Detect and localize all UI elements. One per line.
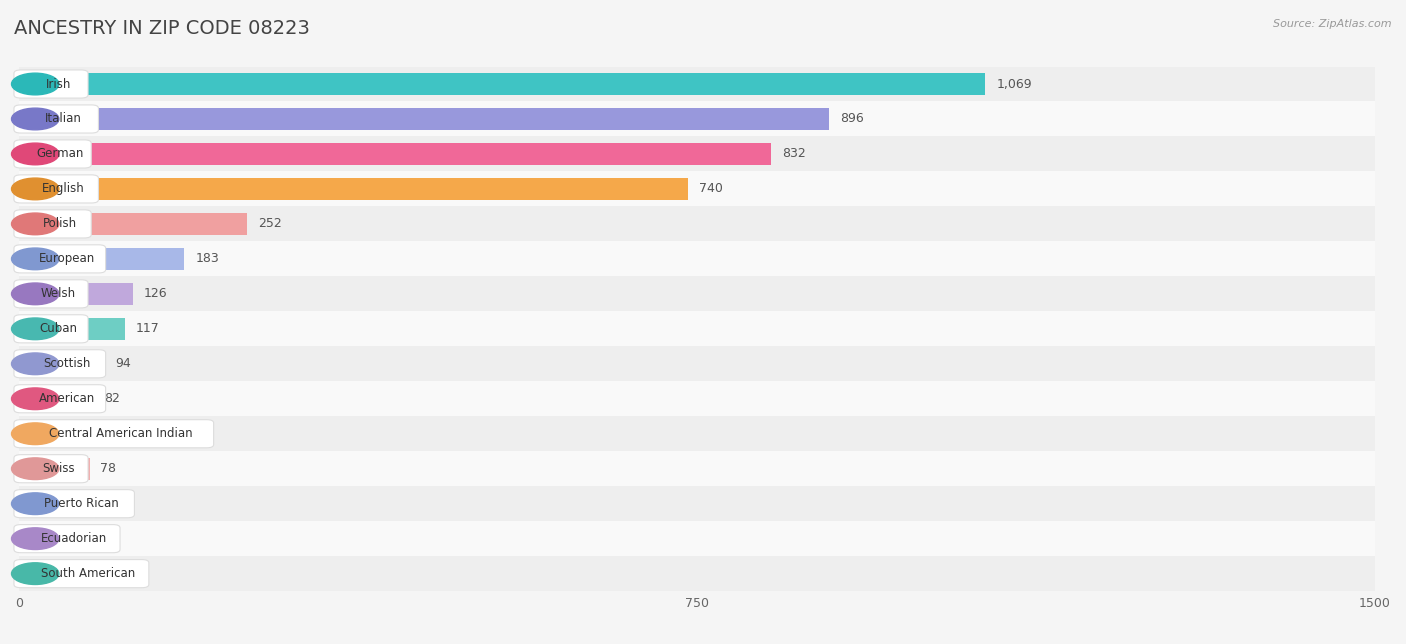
Bar [20,451,1375,486]
Text: 80: 80 [103,427,118,440]
Text: Italian: Italian [45,113,82,126]
Text: Polish: Polish [42,218,77,231]
Bar [20,242,1375,276]
Bar [20,283,134,305]
Bar [20,486,1375,521]
Text: English: English [42,182,84,195]
Text: ANCESTRY IN ZIP CODE 08223: ANCESTRY IN ZIP CODE 08223 [14,19,309,39]
Bar [20,346,1375,381]
Bar [20,207,1375,242]
Bar [20,143,770,165]
Text: American: American [39,392,96,405]
Bar [20,416,1375,451]
Text: 117: 117 [135,323,159,336]
Bar [20,381,1375,416]
Text: Swiss: Swiss [42,462,75,475]
Bar [20,423,91,444]
Text: 62: 62 [86,567,101,580]
Text: Puerto Rican: Puerto Rican [44,497,118,510]
Text: 896: 896 [839,113,863,126]
Text: German: German [37,147,83,160]
Bar [20,276,1375,311]
Bar [20,66,1375,102]
Text: Cuban: Cuban [39,323,77,336]
Bar [20,311,1375,346]
Bar [20,528,75,549]
Bar [20,318,125,339]
Bar [20,563,75,585]
Text: 94: 94 [115,357,131,370]
Bar [20,248,184,270]
Bar [20,171,1375,207]
Text: 832: 832 [782,147,806,160]
Text: 62: 62 [86,532,101,545]
Bar [20,388,93,410]
Bar [20,178,688,200]
Bar [20,521,1375,556]
Text: European: European [39,252,96,265]
Text: 1,069: 1,069 [997,77,1032,91]
Text: 73: 73 [96,497,111,510]
Text: 82: 82 [104,392,120,405]
Text: South American: South American [41,567,135,580]
Text: 740: 740 [699,182,723,195]
Bar [20,73,986,95]
Bar [20,556,1375,591]
Text: Central American Indian: Central American Indian [49,427,193,440]
Bar [20,108,830,130]
Bar [20,353,104,375]
Text: Source: ZipAtlas.com: Source: ZipAtlas.com [1274,19,1392,30]
Bar [20,102,1375,137]
Bar [20,137,1375,171]
Text: Irish: Irish [45,77,70,91]
Bar [20,493,84,515]
Text: 126: 126 [143,287,167,300]
Text: 78: 78 [100,462,117,475]
Bar [20,213,247,235]
Text: Scottish: Scottish [44,357,90,370]
Bar [20,458,90,480]
Text: 183: 183 [195,252,219,265]
Text: 252: 252 [257,218,281,231]
Text: Welsh: Welsh [41,287,76,300]
Text: Ecuadorian: Ecuadorian [41,532,107,545]
